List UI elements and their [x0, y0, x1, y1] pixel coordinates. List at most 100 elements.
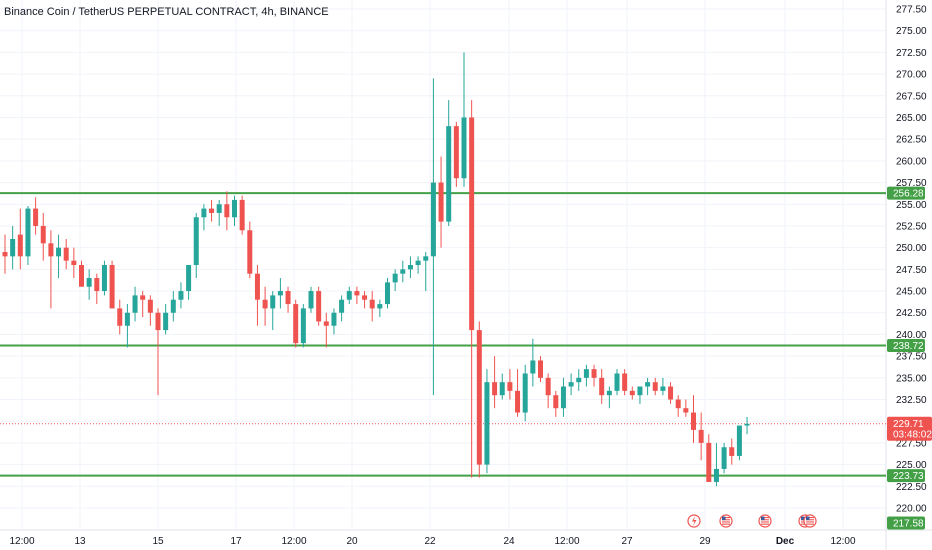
price-tick-label: 260.00: [896, 156, 927, 167]
candle: [645, 377, 651, 396]
candle: [346, 286, 352, 305]
time-tick-label: 12:00: [554, 536, 579, 547]
candle-body: [660, 386, 666, 391]
candle-body: [423, 256, 429, 261]
candle: [308, 286, 314, 313]
candle-body: [117, 308, 123, 326]
event-markers[interactable]: [687, 514, 817, 528]
candle-body: [201, 208, 207, 218]
time-tick-label: 12:00: [281, 536, 306, 547]
candle-body: [645, 382, 651, 387]
time-tick-label: 27: [621, 536, 633, 547]
candle: [400, 260, 406, 283]
price-tick-label: 242.50: [896, 308, 927, 319]
last-price-label: 229.71: [893, 419, 924, 430]
candle-body: [691, 412, 696, 430]
candle: [33, 197, 39, 235]
candle: [385, 278, 390, 309]
candle-body: [10, 238, 16, 257]
price-tick-label: 220.00: [896, 504, 927, 515]
us-flag-event-icon[interactable]: [758, 514, 772, 528]
time-tick-label: 17: [230, 536, 242, 547]
candle-body: [285, 291, 291, 305]
time-tick-label: 20: [346, 536, 358, 547]
lightning-event-icon[interactable]: [687, 514, 701, 528]
candle: [79, 260, 84, 287]
candle-body: [362, 295, 368, 300]
candle-body: [323, 321, 329, 326]
candle-body: [101, 265, 107, 292]
candle-body: [668, 386, 674, 400]
candle-body: [492, 382, 498, 396]
price-tick-label: 255.00: [896, 200, 927, 211]
candle-body: [124, 312, 130, 326]
candle: [339, 295, 345, 322]
candle: [101, 260, 107, 296]
candle: [25, 205, 31, 266]
candle: [713, 442, 719, 487]
candle: [599, 369, 605, 404]
candle-body: [736, 425, 742, 456]
candle: [668, 382, 674, 404]
candle: [675, 395, 681, 417]
candle: [515, 369, 521, 417]
time-tick-label: 12:00: [830, 536, 855, 547]
time-axis[interactable]: 12:00 13 15 17 12:00 20 22 24 12:00 27 29 Dec 12:00: [9, 536, 855, 547]
candle-body: [178, 291, 184, 300]
candle-body: [744, 423, 750, 426]
candle-body: [239, 199, 245, 231]
candle: [736, 425, 742, 461]
candle: [622, 369, 628, 396]
candle: [285, 286, 291, 313]
candle: [331, 308, 337, 335]
candle-body: [675, 399, 681, 409]
candle: [71, 247, 77, 279]
candle-body: [300, 308, 306, 344]
candle: [553, 390, 559, 417]
price-tick-label: 245.00: [896, 287, 927, 298]
candle-body: [377, 304, 383, 309]
level-tag-bg: [887, 516, 925, 530]
candle: [591, 364, 597, 387]
time-tick-label: 24: [503, 536, 515, 547]
time-tick-label: 13: [74, 536, 86, 547]
candle: [538, 356, 543, 383]
candle-body: [63, 247, 69, 261]
candle: [201, 204, 207, 231]
price-axis[interactable]: 277.50 275.00 272.50 270.00 267.50 265.00 262.…: [896, 5, 927, 515]
candle: [522, 364, 528, 422]
candle-body: [622, 373, 628, 391]
candle: [377, 299, 383, 318]
candle: [637, 386, 643, 404]
candle-body: [476, 330, 482, 465]
us-flag-event-icon[interactable]: [803, 514, 817, 528]
candle-body: [140, 295, 146, 300]
candle-body: [522, 373, 528, 413]
candle-body: [369, 299, 375, 309]
candle: [17, 208, 23, 270]
candle: [178, 282, 184, 309]
candle: [48, 230, 54, 309]
candle: [507, 369, 513, 400]
candle: [576, 369, 582, 391]
candle: [109, 260, 115, 309]
candle: [469, 100, 475, 478]
chart-title: Binance Coin / TetherUS PERPETUAL CONTRA…: [4, 6, 329, 18]
candle-body: [629, 390, 635, 396]
price-tick-label: 262.50: [896, 135, 927, 146]
candle-body: [430, 182, 436, 257]
candle-body: [530, 360, 536, 374]
candle: [132, 286, 138, 322]
candle-body: [614, 373, 620, 391]
time-tick-label: 29: [699, 536, 711, 547]
candle-body: [132, 295, 138, 313]
candle: [216, 199, 222, 226]
price-tick-label: 240.00: [896, 330, 927, 341]
price-tick-label: 232.50: [896, 395, 927, 406]
candle: [698, 412, 704, 461]
candle-body: [170, 299, 176, 313]
candle: [706, 434, 712, 482]
candle-body: [515, 390, 521, 413]
us-flag-event-icon[interactable]: [719, 514, 733, 528]
